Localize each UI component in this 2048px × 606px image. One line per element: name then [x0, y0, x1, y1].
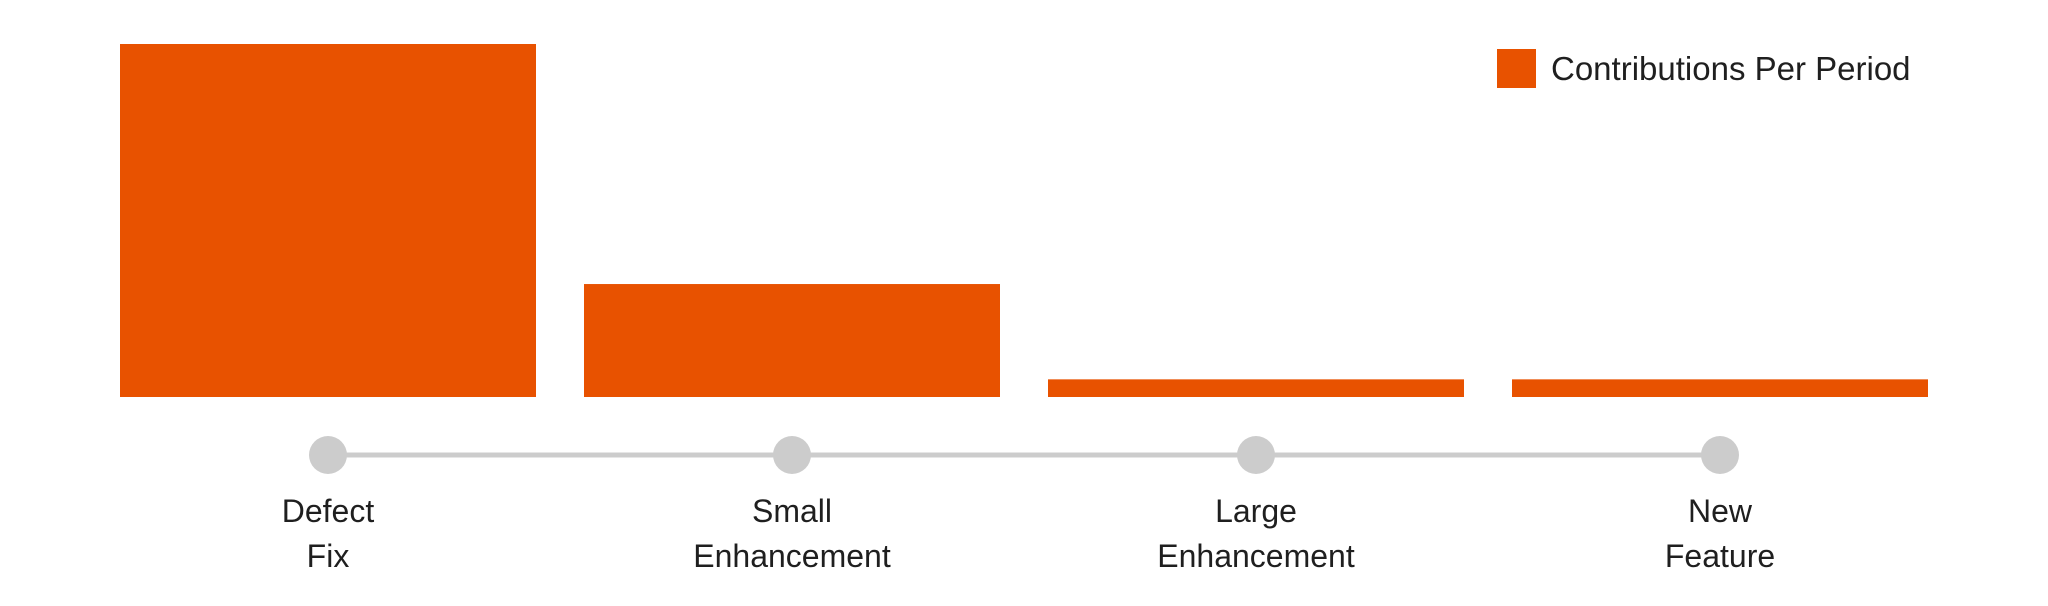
category-timeline [309, 436, 1739, 474]
x-tick-label-4: New Feature [1665, 493, 1775, 574]
timeline-dot-3 [1237, 436, 1275, 474]
legend: Contributions Per Period [1497, 49, 1911, 88]
x-tick-label-line: Defect [282, 493, 375, 529]
legend-swatch [1497, 49, 1536, 88]
bars-group [120, 44, 1928, 397]
timeline-dot-4 [1701, 436, 1739, 474]
legend-label: Contributions Per Period [1551, 50, 1911, 87]
x-tick-label-line: Enhancement [1157, 538, 1355, 574]
x-tick-label-line: New [1688, 493, 1753, 529]
x-tick-label-line: Fix [307, 538, 350, 574]
timeline-dot-1 [309, 436, 347, 474]
x-tick-label-1: Defect Fix [282, 493, 375, 574]
bar-2 [584, 284, 1000, 397]
category-labels: Defect Fix Small Enhancement Large Enhancemen… [282, 493, 1775, 574]
timeline-dot-2 [773, 436, 811, 474]
x-tick-label-3: Large Enhancement [1157, 493, 1355, 574]
bar-1 [120, 44, 536, 397]
x-tick-label-line: Small [752, 493, 832, 529]
x-tick-label-line: Large [1215, 493, 1297, 529]
x-tick-label-line: Enhancement [693, 538, 891, 574]
bar-4 [1512, 379, 1928, 397]
bar-3 [1048, 379, 1464, 397]
x-tick-label-2: Small Enhancement [693, 493, 891, 574]
x-tick-label-line: Feature [1665, 538, 1775, 574]
